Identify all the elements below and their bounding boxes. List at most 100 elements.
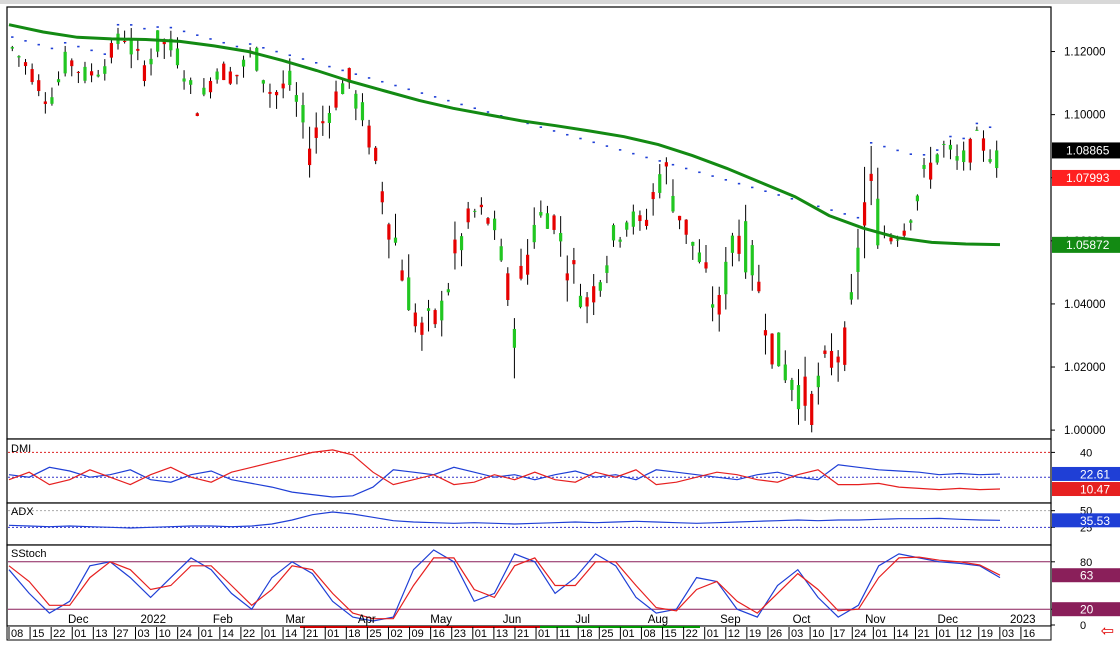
candle-body xyxy=(301,105,305,123)
candle-body xyxy=(704,262,708,269)
x-month-label: 2022 xyxy=(140,614,166,626)
sstoch-panel xyxy=(6,544,1052,627)
candle-body xyxy=(968,138,972,163)
candle-body xyxy=(737,235,741,254)
x-month-label: Dec xyxy=(68,614,89,626)
x-month-label: Jul xyxy=(575,614,590,626)
sar-dot xyxy=(737,182,741,185)
candle-body xyxy=(644,219,649,226)
sar-dot xyxy=(407,88,410,91)
candle-body xyxy=(777,332,781,367)
sar-dot xyxy=(420,92,424,94)
x-day-label: 13 xyxy=(496,628,508,640)
sar-dot xyxy=(156,26,159,28)
sar-dot xyxy=(579,137,582,140)
top-strip xyxy=(0,0,1120,4)
candle-body xyxy=(208,80,213,93)
candle-body xyxy=(23,62,28,67)
candle-body xyxy=(103,66,107,74)
candle-body xyxy=(829,350,834,368)
candle-body xyxy=(466,208,470,223)
x-day-label: 01 xyxy=(201,628,213,640)
x-day-label: 01 xyxy=(707,628,719,640)
price-tag-label: 1.07993 xyxy=(1066,171,1110,185)
x-month-label: 2023 xyxy=(1010,614,1036,626)
candle-body xyxy=(294,95,298,102)
sar-dot xyxy=(856,216,860,219)
sar-dot xyxy=(394,84,397,87)
indicator-tick-label: 0 xyxy=(1080,620,1086,632)
left-arrow-icon[interactable]: ⇦ xyxy=(1100,621,1114,640)
dmi-lines: 40 22.61 10.47 xyxy=(8,447,1120,498)
indicator-tick-label: 40 xyxy=(1080,447,1092,459)
candle-body xyxy=(552,215,556,230)
candle-body xyxy=(843,327,847,365)
candle-body xyxy=(426,308,431,311)
candle-body xyxy=(909,220,913,223)
candle-body xyxy=(783,364,787,381)
candle-body xyxy=(43,101,47,104)
x-day-label: 22 xyxy=(686,628,698,640)
sar-dot xyxy=(936,149,939,151)
sar-dot xyxy=(764,190,767,193)
candle-body xyxy=(70,60,74,67)
sar-dot xyxy=(539,126,543,128)
indicator-tag-label: 63 xyxy=(1080,569,1094,583)
sar-dot xyxy=(486,111,490,113)
x-day-label: 03 xyxy=(137,628,149,640)
sar-dot xyxy=(552,130,556,132)
candle-body xyxy=(532,224,536,243)
sar-dot xyxy=(592,141,595,144)
candle-body xyxy=(506,273,510,300)
candle-body xyxy=(816,375,820,388)
sar-dot xyxy=(645,156,648,159)
sar-dot xyxy=(711,175,714,177)
sar-dot xyxy=(618,149,622,151)
candle-body xyxy=(83,66,87,81)
x-day-label: 01 xyxy=(327,628,339,640)
candle-body xyxy=(341,83,345,95)
x-day-label: 03 xyxy=(1002,628,1014,640)
x-month-label: Aug xyxy=(648,614,668,626)
candle-body xyxy=(453,239,457,254)
candle-body xyxy=(605,265,609,273)
sar-dot xyxy=(909,153,913,155)
sar-dot xyxy=(777,194,780,196)
sar-dot xyxy=(962,137,965,140)
candle-body xyxy=(37,80,41,92)
candle-body xyxy=(823,350,827,354)
x-month-label: Mar xyxy=(285,614,305,626)
candle-body xyxy=(876,198,880,246)
indicator-line xyxy=(8,511,1001,529)
x-axis: Dec 2022 Feb Mar Apr May Jun Jul Aug Sep Oct Nov Dec… xyxy=(6,614,1052,641)
candle-body xyxy=(988,159,992,162)
candle-body xyxy=(757,281,761,292)
x-day-label: 01 xyxy=(875,628,887,640)
candle-body xyxy=(981,138,986,151)
sar-dot xyxy=(222,41,225,44)
sar-dot xyxy=(130,24,133,26)
candle-body xyxy=(625,222,629,230)
candle-body xyxy=(222,63,226,81)
x-day-label: 12 xyxy=(728,628,740,640)
candle-body xyxy=(308,148,312,166)
candle-body xyxy=(327,113,332,123)
candle-body xyxy=(255,47,259,71)
candle-body xyxy=(380,191,384,203)
candle-body xyxy=(288,70,292,86)
candle-body xyxy=(129,40,133,55)
x-day-label: 24 xyxy=(180,628,192,640)
sar-dot xyxy=(975,122,979,125)
candle-body xyxy=(750,245,754,276)
x-month-label: Dec xyxy=(938,614,959,626)
sar-dot xyxy=(367,77,371,79)
candle-body xyxy=(440,300,444,321)
candle-body xyxy=(321,121,325,124)
x-day-label: 13 xyxy=(95,628,107,640)
sar-dot xyxy=(77,45,80,48)
x-day-label: 08 xyxy=(643,628,655,640)
sar-dot xyxy=(196,34,199,36)
candle-body xyxy=(215,71,219,80)
x-day-label: 22 xyxy=(243,628,255,640)
